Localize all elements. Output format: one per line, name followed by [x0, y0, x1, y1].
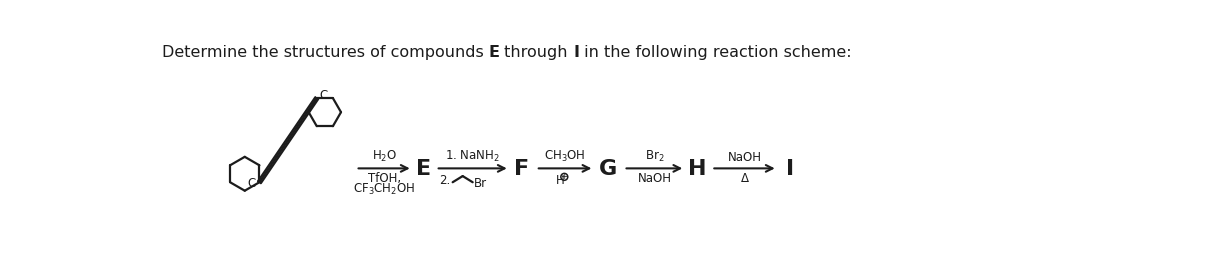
Text: through: through: [500, 45, 573, 60]
Text: F: F: [514, 159, 530, 179]
Text: E: E: [416, 159, 431, 179]
Text: Δ: Δ: [740, 172, 748, 185]
Text: CF$_3$CH$_2$OH: CF$_3$CH$_2$OH: [352, 181, 415, 197]
Text: C: C: [247, 176, 256, 189]
Text: 2.: 2.: [439, 174, 450, 187]
Text: NaOH: NaOH: [728, 151, 762, 164]
Text: I: I: [786, 159, 794, 179]
Text: Br: Br: [474, 176, 488, 189]
Text: I: I: [573, 45, 579, 60]
Text: CH$_3$OH: CH$_3$OH: [544, 149, 585, 164]
Text: Br$_2$: Br$_2$: [645, 149, 664, 164]
Text: H: H: [556, 174, 565, 187]
Text: Determine the structures of compounds: Determine the structures of compounds: [162, 45, 489, 60]
Text: TfOH,: TfOH,: [368, 172, 401, 185]
Text: H: H: [688, 159, 707, 179]
Text: 1. NaNH$_2$: 1. NaNH$_2$: [445, 149, 500, 164]
Text: G: G: [599, 159, 617, 179]
Text: NaOH: NaOH: [637, 172, 671, 185]
Text: H$_2$O: H$_2$O: [372, 149, 397, 164]
Text: E: E: [489, 45, 500, 60]
Text: C: C: [320, 89, 328, 102]
Text: in the following reaction scheme:: in the following reaction scheme:: [579, 45, 852, 60]
Text: +: +: [560, 172, 568, 181]
